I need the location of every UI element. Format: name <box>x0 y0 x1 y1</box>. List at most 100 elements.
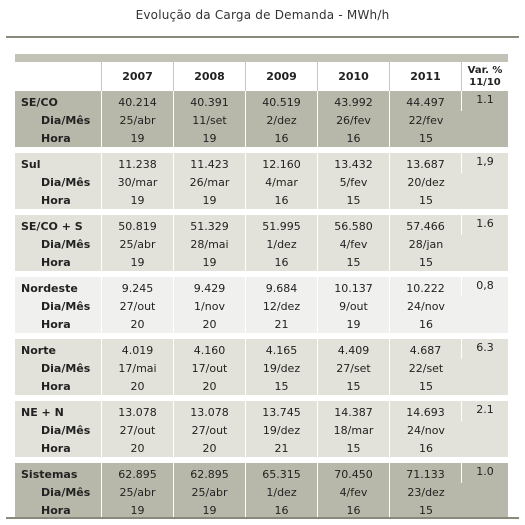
table-cell: 16 <box>390 315 462 333</box>
table-cell: 15 <box>246 377 318 395</box>
table-cell: 15 <box>318 191 390 209</box>
value-row: SE/CO + S 50.819 51.329 51.995 56.580 57.466 1… <box>15 215 508 271</box>
table-cell: 20 <box>174 315 246 333</box>
table-cell: 40.391 <box>174 91 246 111</box>
table-cell: 12.160 <box>246 153 318 173</box>
table-cell: 5/fev <box>318 173 390 191</box>
table-cell: 27/out <box>174 421 246 439</box>
value-row: Norte 4.019 4.160 4.165 4.409 4.687 6.3 <box>15 339 508 395</box>
bottom-divider <box>6 517 519 519</box>
table-cell: 13.078 <box>174 401 246 421</box>
region-group: SE/CO + S 50.819 51.329 51.995 56.580 57.466 1… <box>15 215 508 271</box>
table-cell: 10.137 <box>318 277 390 297</box>
year-header: 2010 <box>318 62 390 91</box>
date-row: Dia/Mês 17/mai 17/out 19/dez 27/set 22/set <box>15 359 508 377</box>
table-cell: 25/abr <box>102 235 174 253</box>
year-header: 2007 <box>102 62 174 91</box>
region-label: Sul <box>15 153 102 173</box>
table-cell: 50.819 <box>102 215 174 235</box>
group-separator <box>15 395 508 401</box>
table-cell: 12/dez <box>246 297 318 315</box>
table-cell: 62.895 <box>174 463 246 483</box>
table-cell: 40.214 <box>102 91 174 111</box>
row-label: Dia/Mês <box>15 111 102 129</box>
group-separator <box>15 457 508 463</box>
table-cell: 21 <box>246 315 318 333</box>
table-cell: 28/mai <box>174 235 246 253</box>
table-cell: 17/mai <box>102 359 174 377</box>
table-cell: 20 <box>174 377 246 395</box>
table-cell: 16 <box>246 129 318 147</box>
variation-header-line2: 11/10 <box>469 76 501 88</box>
table-cell: 44.497 <box>390 91 462 111</box>
table-cell: 43.992 <box>318 91 390 111</box>
table-cell: 20 <box>102 377 174 395</box>
row-label: Hora <box>15 129 102 147</box>
variation-header: Var. % 11/10 <box>462 62 508 91</box>
table-cell: 56.580 <box>318 215 390 235</box>
variation-cell: 0,8 <box>462 277 508 333</box>
table-cell: 15 <box>318 377 390 395</box>
table-cell: 20 <box>174 439 246 457</box>
table-cell: 17/out <box>174 359 246 377</box>
date-row: Dia/Mês 25/abr 25/abr 1/dez 4/fev 23/dez <box>15 483 508 501</box>
table-cell: 14.387 <box>318 401 390 421</box>
table-cell: 51.995 <box>246 215 318 235</box>
table-cell: 4/fev <box>318 235 390 253</box>
row-label: Hora <box>15 315 102 333</box>
year-header: 2011 <box>390 62 462 91</box>
group-separator <box>15 333 508 339</box>
value-row: Sistemas 62.895 62.895 65.315 70.450 71.133 1.… <box>15 463 508 519</box>
region-label: Nordeste <box>15 277 102 297</box>
group-separator <box>15 147 508 153</box>
table-cell: 25/abr <box>102 483 174 501</box>
group-separator <box>15 271 508 277</box>
table-cell: 25/abr <box>102 111 174 129</box>
table-cell: 9.245 <box>102 277 174 297</box>
table-cell: 15 <box>390 501 462 519</box>
table-cell: 16 <box>246 253 318 271</box>
table-cell: 9.429 <box>174 277 246 297</box>
date-row: Dia/Mês 27/out 27/out 19/dez 18/mar 24/nov <box>15 421 508 439</box>
date-row: Dia/Mês 25/abr 28/mai 1/dez 4/fev 28/jan <box>15 235 508 253</box>
year-header: 2008 <box>174 62 246 91</box>
table-cell: 20 <box>102 439 174 457</box>
table-cell: 19 <box>174 501 246 519</box>
table-cell: 23/dez <box>390 483 462 501</box>
table-cell: 71.133 <box>390 463 462 483</box>
table-cell: 21 <box>246 439 318 457</box>
table-cell: 15 <box>390 377 462 395</box>
table-cell: 4.019 <box>102 339 174 359</box>
hour-row: Hora 20 20 21 19 16 <box>15 315 508 333</box>
table-cell: 18/mar <box>318 421 390 439</box>
row-label: Hora <box>15 439 102 457</box>
table-cell: 11.238 <box>102 153 174 173</box>
table-cell: 62.895 <box>102 463 174 483</box>
table-cell: 26/fev <box>318 111 390 129</box>
table-cell: 13.432 <box>318 153 390 173</box>
date-row: Dia/Mês 27/out 1/nov 12/dez 9/out 24/nov <box>15 297 508 315</box>
value-row: Sul 11.238 11.423 12.160 13.432 13.687 1,9 <box>15 153 508 209</box>
region-group: Nordeste 9.245 9.429 9.684 10.137 10.222 0,8 Di… <box>15 277 508 333</box>
table-cell: 19 <box>102 191 174 209</box>
variation-cell: 1.1 <box>462 91 508 147</box>
hour-row: Hora 19 19 16 15 15 <box>15 253 508 271</box>
top-divider <box>6 36 519 38</box>
header-row: 2007 2008 2009 2010 2011 Var. % 11/10 <box>15 62 508 91</box>
region-label: SE/CO + S <box>15 215 102 235</box>
variation-cell: 6.3 <box>462 339 508 395</box>
table-cell: 19 <box>174 191 246 209</box>
region-group: Sul 11.238 11.423 12.160 13.432 13.687 1,9 Dia/… <box>15 153 508 209</box>
table-cell: 10.222 <box>390 277 462 297</box>
table-cell: 4/mar <box>246 173 318 191</box>
year-header: 2009 <box>246 62 318 91</box>
date-row: Dia/Mês 30/mar 26/mar 4/mar 5/fev 20/dez <box>15 173 508 191</box>
table-cell: 19/dez <box>246 421 318 439</box>
table-cell: 15 <box>390 129 462 147</box>
table-cell: 28/jan <box>390 235 462 253</box>
table-cell: 20/dez <box>390 173 462 191</box>
table-cell: 1/dez <box>246 235 318 253</box>
table-cell: 2/dez <box>246 111 318 129</box>
table-cell: 26/mar <box>174 173 246 191</box>
hour-row: Hora 20 20 15 15 15 <box>15 377 508 395</box>
